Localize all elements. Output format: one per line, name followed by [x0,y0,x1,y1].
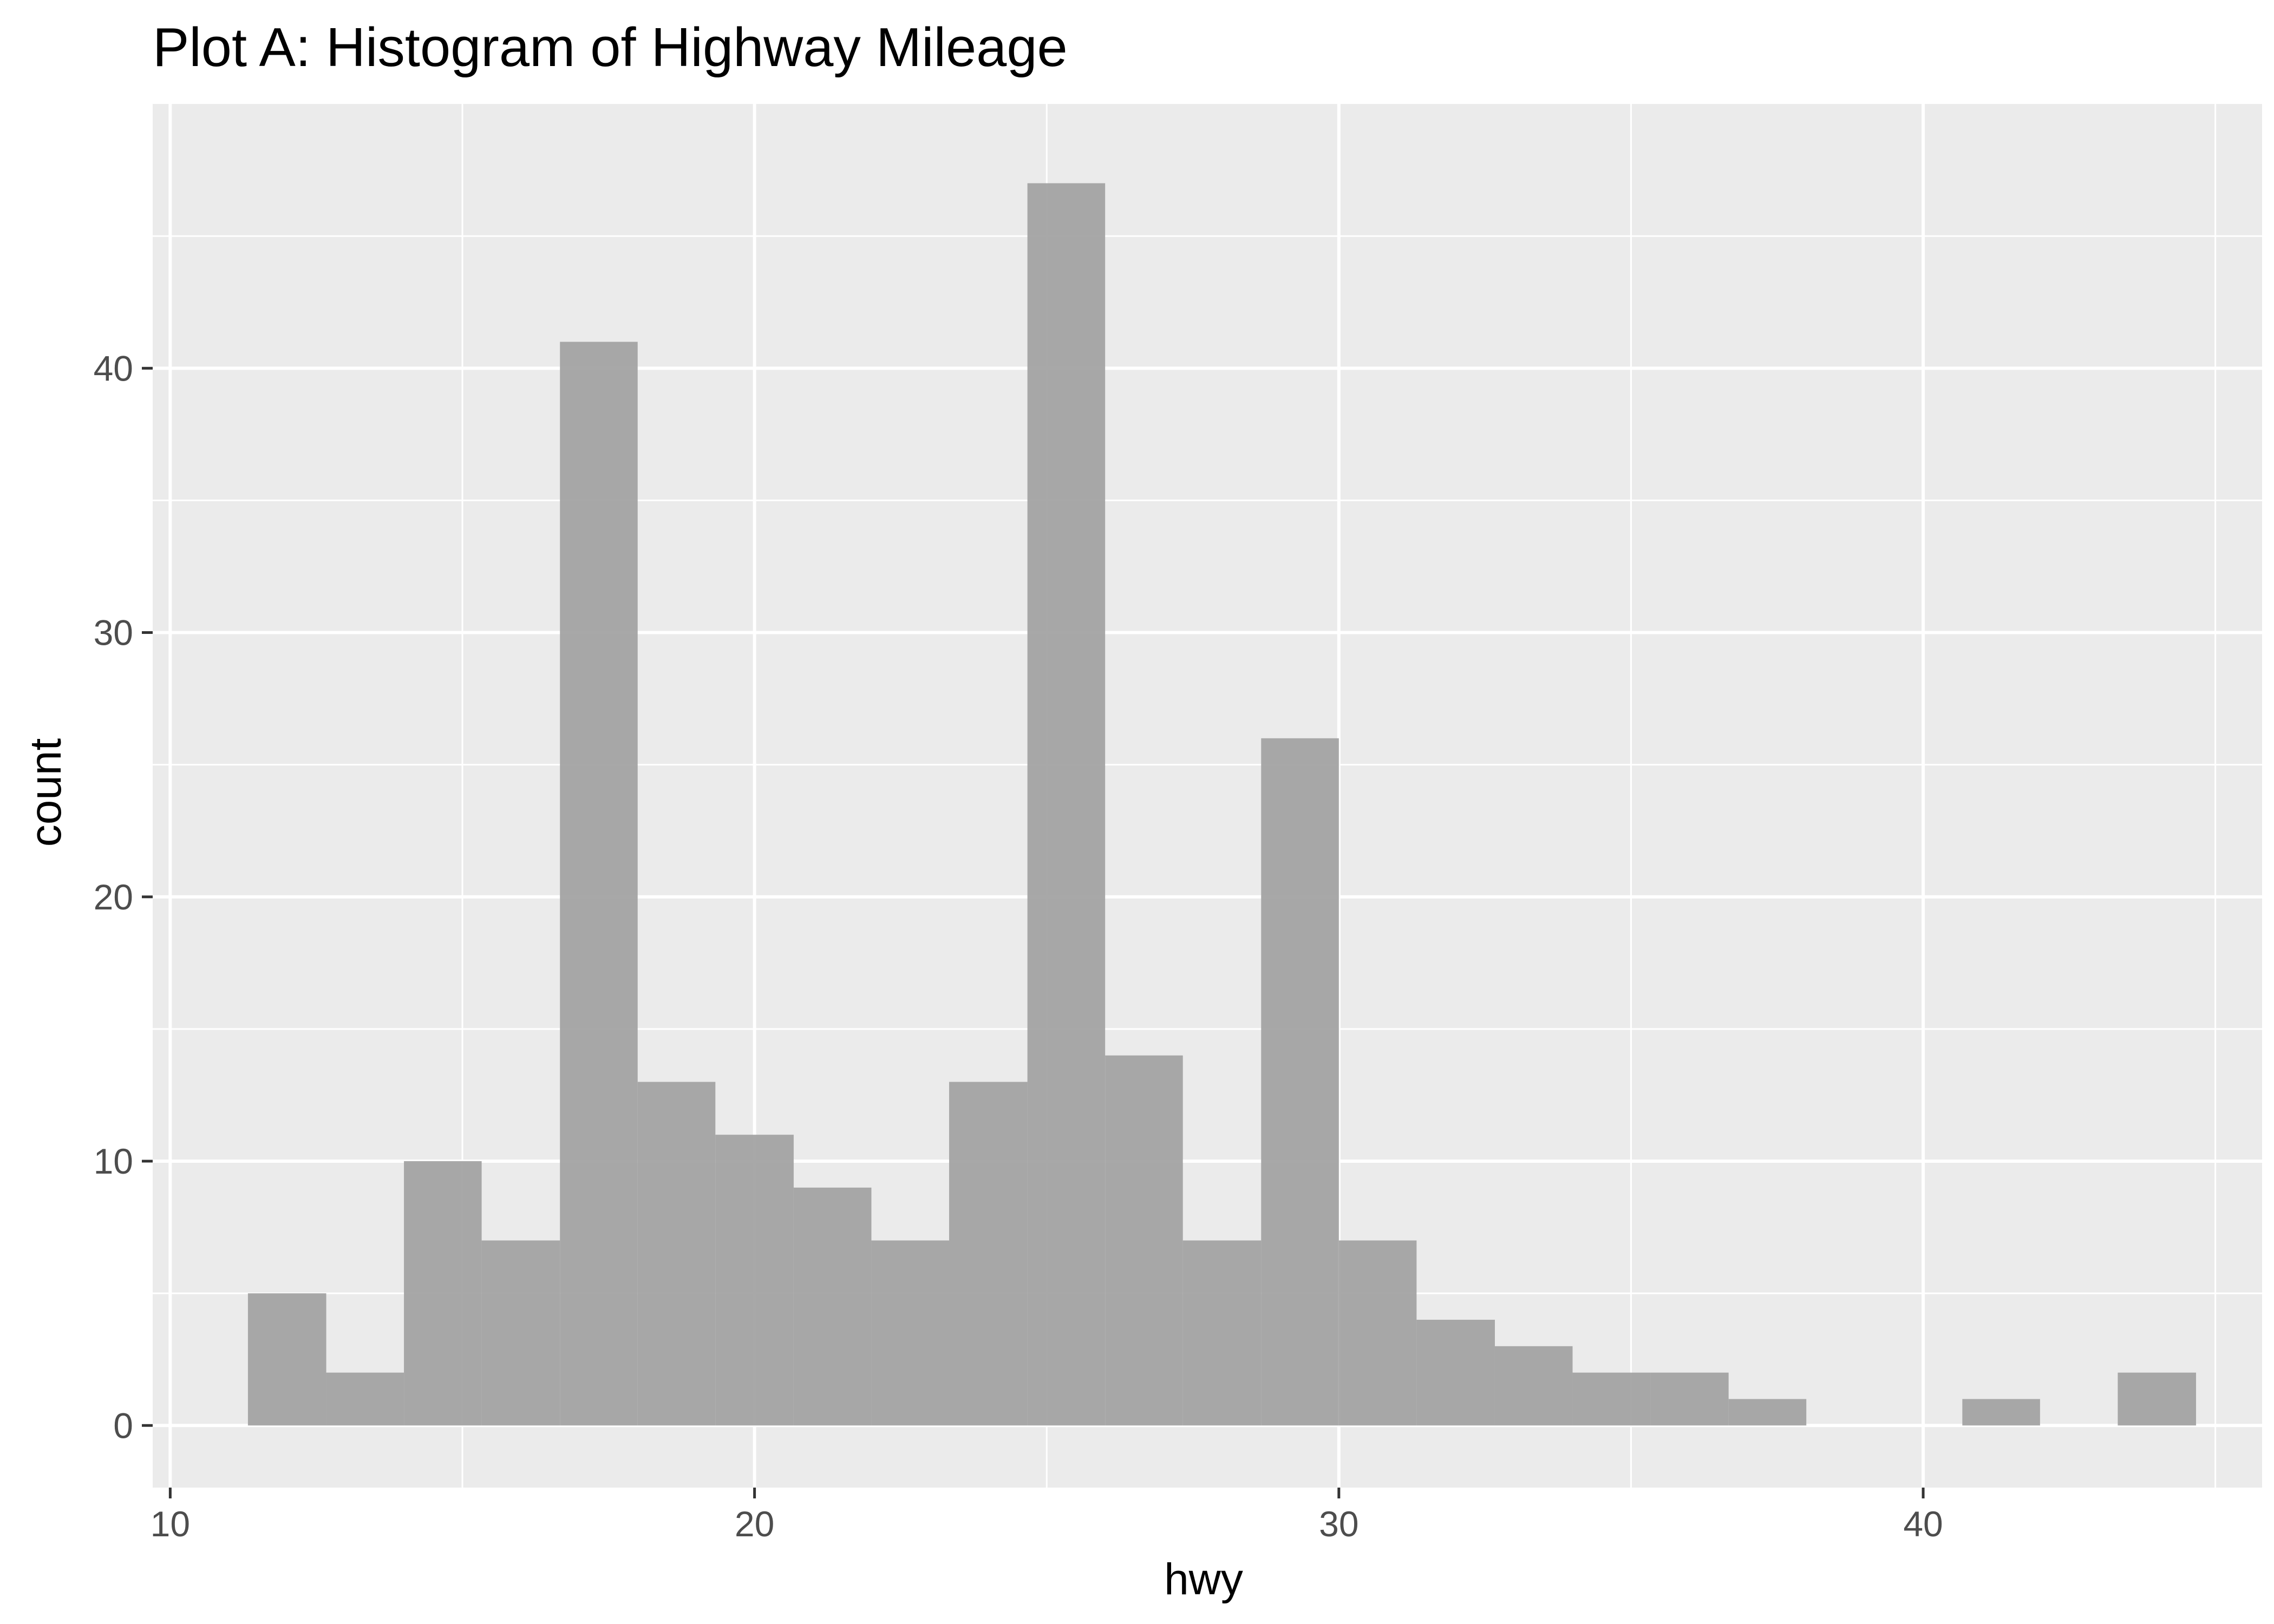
histogram-bar [1261,738,1339,1426]
y-tick-label: 10 [94,1141,133,1181]
x-tick-label: 20 [735,1504,774,1544]
x-axis-title: hwy [1164,1555,1243,1604]
histogram-bar [481,1240,560,1426]
y-tick-label: 20 [94,877,133,917]
histogram-bar [715,1135,794,1426]
histogram-bar [1728,1399,1807,1426]
histogram-bar [1572,1372,1651,1426]
x-axis-ticks: 10 20 30 40 [151,1488,1943,1544]
histogram-bar [404,1161,482,1426]
x-tick-label: 10 [151,1504,190,1544]
x-tick-label: 30 [1319,1504,1358,1544]
histogram-bar [326,1372,404,1426]
histogram-bar [1650,1372,1729,1426]
y-tick-label: 30 [94,613,133,653]
histogram-bar [1182,1240,1262,1426]
y-axis-ticks: 0 10 20 30 40 [94,348,153,1445]
histogram-bar [1494,1346,1573,1426]
histogram-bars [247,183,2197,1426]
histogram-bar [1962,1399,2040,1426]
y-tick-label: 40 [94,348,133,388]
y-axis-title: count [21,738,70,847]
histogram-bar [1416,1319,1495,1426]
histogram-bar [871,1240,949,1426]
histogram-bar [2118,1372,2197,1426]
histogram-bar [637,1082,716,1426]
y-tick-label: 0 [113,1405,133,1445]
histogram-bar [1105,1055,1183,1426]
histogram-bar [247,1293,326,1426]
histogram-bar [949,1082,1028,1426]
histogram-bar [1338,1240,1417,1426]
histogram-bar [1027,183,1106,1426]
histogram-bar [560,342,638,1426]
chart-title: Plot A: Histogram of Highway Mileage [153,17,1068,78]
histogram-bar [793,1187,872,1426]
x-tick-label: 40 [1903,1504,1943,1544]
